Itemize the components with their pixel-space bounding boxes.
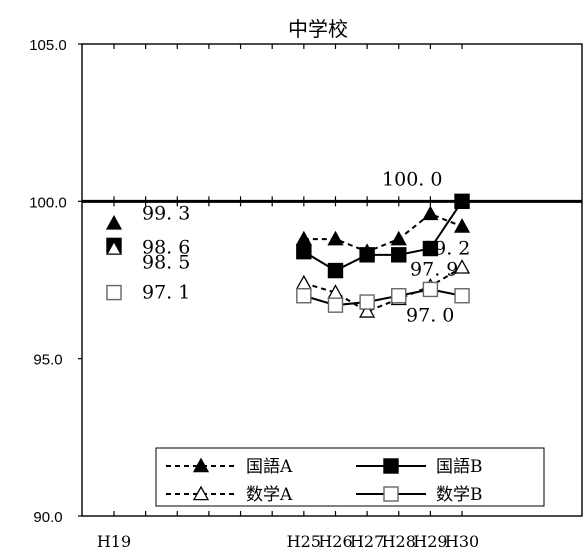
legend-marker <box>192 485 210 501</box>
data-label: 98. 6 <box>142 236 190 258</box>
series-line-3 <box>303 288 463 307</box>
marker-series-3-11 <box>454 288 470 304</box>
data-label: 99. 3 <box>142 202 190 224</box>
data-label: 100. 0 <box>382 168 442 190</box>
y-tick-label: 105.0 <box>29 37 67 54</box>
plot-frame <box>81 43 583 517</box>
chart-title: 中学校 <box>288 17 348 41</box>
data-label: 98. 5 <box>142 252 190 274</box>
y-tick-label: 95.0 <box>33 352 62 369</box>
marker-series-0-7 <box>327 230 344 246</box>
x-tick-label: H19 <box>97 532 131 551</box>
y-tick-label: 100.0 <box>29 194 67 211</box>
legend-marker <box>383 458 399 474</box>
marker-series-1-11 <box>454 193 470 210</box>
x-tick-label: H26 <box>318 532 352 551</box>
x-tick-label: H25 <box>287 532 321 551</box>
marker-series-1-10 <box>422 240 439 257</box>
data-label: 97. 1 <box>142 282 190 304</box>
marker-series-1-7 <box>327 262 344 279</box>
marker-series-2-0 <box>105 240 123 255</box>
marker-series-0-10 <box>422 205 439 221</box>
x-tick-label: H27 <box>350 532 384 551</box>
x-tick-label: H28 <box>382 532 416 551</box>
data-label: 97. 9 <box>410 258 458 280</box>
legend-label: 国語A <box>246 457 293 477</box>
x-tick-label: H29 <box>413 532 447 551</box>
marker-series-2-8 <box>359 303 376 318</box>
marker-series-2-6 <box>295 274 312 290</box>
legend-box <box>155 447 545 507</box>
legend-marker <box>192 457 210 473</box>
marker-series-1-6 <box>296 243 312 260</box>
marker-series-3-10 <box>422 281 439 298</box>
y-tick-label: 90.0 <box>33 509 62 526</box>
x-tick-label: H30 <box>445 532 479 551</box>
series-markers <box>105 193 471 318</box>
marker-series-1-8 <box>359 247 375 263</box>
marker-series-3-8 <box>359 294 375 310</box>
marker-series-2-11 <box>453 259 471 274</box>
marker-series-3-6 <box>296 288 312 304</box>
data-label: 97. 0 <box>406 305 454 327</box>
marker-series-0-11 <box>453 218 471 233</box>
legend: 国語A 国語B 数学A 数学B <box>155 447 545 507</box>
data-label: 99. 2 <box>422 238 470 260</box>
legend-label: 数学A <box>246 485 293 505</box>
marker-series-3-0 <box>106 284 122 301</box>
legend-marker <box>383 486 399 502</box>
marker-series-0-9 <box>390 230 407 246</box>
marker-series-1-9 <box>391 247 407 263</box>
legend-label: 国語B <box>436 457 483 477</box>
marker-series-3-7 <box>327 297 344 313</box>
marker-series-3-9 <box>391 288 407 304</box>
legend-label: 数学B <box>436 485 483 505</box>
data-labels: 99. 3 98. 698. 5 97. 1 100. 0 99. 297. 9 97. … <box>142 168 470 326</box>
marker-series-0-0 <box>105 215 123 230</box>
